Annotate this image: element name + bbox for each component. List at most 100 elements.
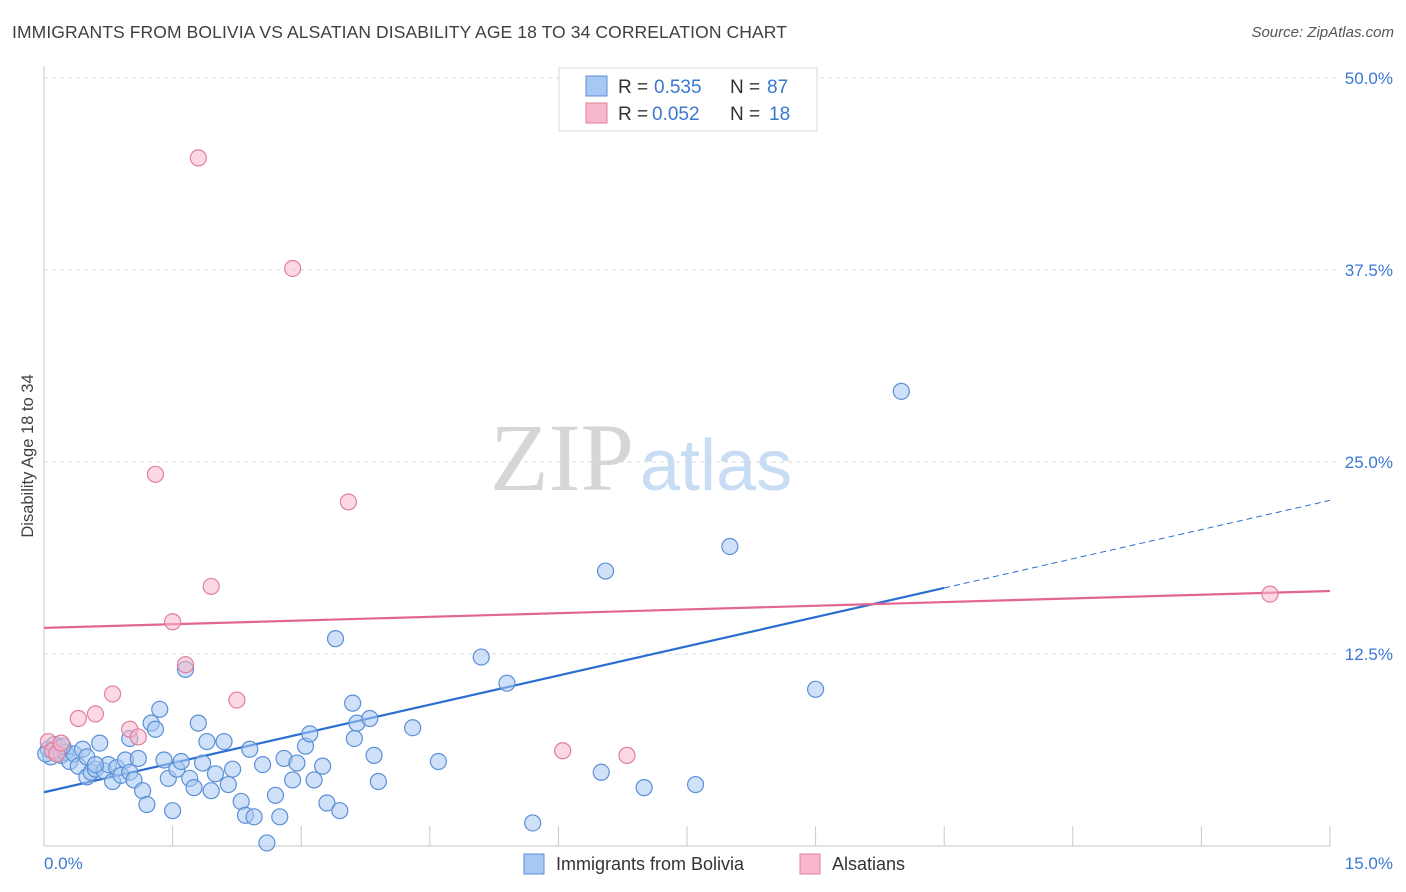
bolivia-point: [331, 802, 349, 820]
legend-swatch-bolivia: [585, 75, 608, 97]
alsatian-point: [554, 742, 572, 760]
bolivia-point: [224, 760, 242, 778]
bolivia-point: [365, 746, 383, 764]
alsatian-point: [129, 728, 147, 746]
y-tick-label: 12.5%: [1345, 645, 1393, 664]
bolivia-point: [686, 775, 705, 794]
legend-series: Immigrants from Bolivia Alsatians: [523, 853, 905, 875]
alsatian-point: [1261, 585, 1279, 603]
axes: [43, 66, 1331, 847]
bolivia-point: [146, 720, 165, 738]
legend-r-value-bolivia: 0.535: [654, 77, 702, 98]
alsatian-point: [189, 149, 207, 167]
legend-r-label-bolivia: R =: [618, 77, 648, 98]
bolivia-point: [151, 700, 169, 718]
bolivia-point: [301, 725, 319, 743]
y-tick-label: 25.0%: [1345, 453, 1393, 472]
watermark-zip: ZIP: [490, 404, 634, 511]
source-label: Source: ZipAtlas.com: [1251, 24, 1394, 41]
alsatian-point: [228, 691, 246, 709]
bolivia-point: [596, 562, 615, 580]
alsatian-point: [103, 685, 122, 703]
bolivia-point: [284, 771, 302, 789]
legend-n-value-alsatians: 18: [769, 104, 790, 125]
legend-r-label-alsatians: R =: [618, 104, 648, 125]
alsatian-point: [164, 613, 182, 631]
bolivia-point: [164, 802, 182, 820]
bolivia-point: [206, 765, 225, 783]
alsatian-point: [618, 746, 636, 764]
bolivia-trend-extension: [944, 499, 1331, 589]
bolivia-point: [314, 757, 332, 775]
y-axis-label: Disability Age 18 to 34: [19, 374, 37, 537]
bottom-legend-swatch-bolivia: [523, 853, 545, 875]
bottom-legend-label-bolivia: Immigrants from Bolivia: [556, 854, 745, 874]
bolivia-point: [429, 752, 447, 771]
alsatian-point: [86, 705, 105, 723]
bottom-legend-label-alsatians: Alsatians: [832, 854, 905, 874]
legend-n-label-bolivia: N =: [730, 77, 760, 98]
alsatian-point: [52, 734, 70, 752]
bolivia-point: [198, 732, 216, 751]
bolivia-point: [202, 782, 220, 800]
bolivia-point: [172, 752, 190, 771]
legend-n-value-bolivia: 87: [767, 77, 788, 98]
alsatian-point: [176, 656, 195, 674]
trend-lines: [43, 499, 1331, 794]
legend-stats: R = 0.535 N = 87 R = 0.052 N = 18: [558, 67, 818, 132]
bolivia-point: [271, 808, 289, 826]
bolivia-point: [86, 755, 105, 774]
bolivia-point: [305, 771, 323, 789]
bolivia-point: [806, 680, 825, 698]
bolivia-point: [635, 779, 653, 797]
bolivia-point: [344, 694, 362, 712]
bolivia-point: [288, 754, 306, 772]
alsatian-point: [146, 465, 165, 483]
bolivia-point: [185, 779, 203, 797]
bolivia-point: [241, 740, 259, 758]
bolivia-point: [345, 729, 363, 748]
x-tick-label-max: 15.0%: [1345, 854, 1393, 873]
bolivia-point: [498, 674, 516, 692]
bolivia-point: [258, 834, 276, 852]
legend-n-label-alsatians: N =: [730, 104, 760, 125]
chart-title: IMMIGRANTS FROM BOLIVIA VS ALSATIAN DISA…: [12, 22, 787, 42]
bolivia-point: [219, 775, 237, 794]
bolivia-point: [155, 751, 173, 769]
watermark-atlas: atlas: [640, 426, 792, 506]
data-points: [37, 149, 1279, 852]
bolivia-point: [254, 755, 272, 774]
bolivia-point: [245, 808, 263, 826]
bolivia-point: [194, 754, 212, 772]
y-tick-label: 37.5%: [1345, 261, 1393, 280]
bolivia-point: [892, 382, 910, 400]
y-tick-label: 50.0%: [1345, 69, 1393, 88]
bolivia-point: [215, 732, 233, 751]
bottom-legend-swatch-alsatians: [799, 853, 821, 875]
bolivia-point: [318, 794, 336, 812]
gridlines: 12.5% 25.0% 37.5% 50.0%: [44, 69, 1393, 664]
alsatian-trend-line: [43, 589, 1331, 629]
bolivia-point: [721, 537, 739, 556]
x-tick-label-min: 0.0%: [44, 854, 83, 873]
bolivia-point: [592, 763, 610, 781]
bolivia-point: [91, 734, 109, 752]
bolivia-point: [138, 795, 156, 814]
bolivia-point: [404, 719, 422, 737]
bolivia-point: [369, 772, 387, 791]
bolivia-point: [524, 814, 542, 832]
alsatian-point: [69, 709, 87, 728]
bolivia-point: [326, 630, 345, 648]
alsatian-point: [339, 493, 357, 511]
alsatian-point: [202, 577, 220, 596]
legend-swatch-alsatians: [585, 102, 608, 124]
bolivia-point: [472, 648, 490, 666]
alsatian-point: [284, 259, 302, 278]
legend-r-value-alsatians: 0.052: [652, 104, 700, 125]
bolivia-point: [266, 786, 285, 804]
bolivia-point: [129, 749, 147, 768]
bolivia-trend-line: [43, 586, 945, 794]
bolivia-point: [361, 709, 379, 728]
bolivia-point: [189, 714, 207, 732]
